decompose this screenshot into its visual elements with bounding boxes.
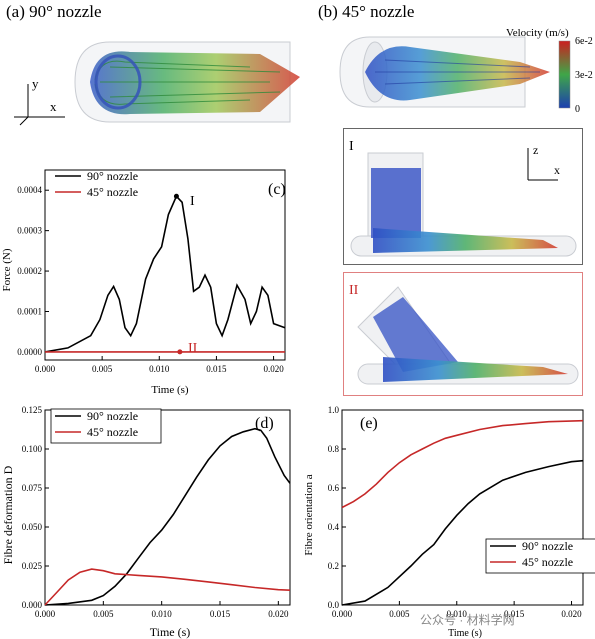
fibre-bundle bbox=[365, 46, 550, 101]
inset-I: I z x bbox=[343, 128, 583, 265]
y-tick-label: 0.0002 bbox=[17, 266, 42, 276]
panel-b-visualization: Velocity (m/s) 6e-2 3e-2 0 bbox=[339, 27, 593, 115]
x-tick-label: 0.015 bbox=[210, 609, 231, 619]
x-tick-label: 0.020 bbox=[263, 364, 284, 374]
legend: 90° nozzle 45° nozzle bbox=[50, 408, 162, 444]
fibre-bundle bbox=[90, 51, 300, 115]
plot-frame bbox=[341, 409, 584, 606]
x-tick-label: 0.010 bbox=[447, 609, 468, 619]
axis-x-label: x bbox=[554, 163, 560, 177]
legend-label: 90° nozzle bbox=[87, 169, 138, 183]
legend-label: 90° nozzle bbox=[522, 539, 573, 553]
fibre-bundle bbox=[373, 297, 568, 382]
x-tick-label: 0.005 bbox=[92, 364, 113, 374]
point-II-marker bbox=[177, 349, 183, 355]
legend-label: 45° nozzle bbox=[522, 555, 573, 569]
y-tick-label: 0.0003 bbox=[17, 226, 42, 236]
chart-c-plot-area: 0.000 0.005 0.010 0.015 0.020 0.0000 0.0001 0.0… bbox=[17, 169, 286, 374]
inset-I-label: I bbox=[349, 139, 354, 154]
y-tick-label: 0.8 bbox=[328, 444, 340, 454]
y-tick-label: 0.050 bbox=[22, 522, 43, 532]
x-tick-label: 0.020 bbox=[268, 609, 289, 619]
chart-e-plot-area: 0.000 0.005 0.010 0.015 0.020 0.0 0.2 0.4 0.6 0.8… bbox=[328, 405, 595, 619]
chart-d-x-axis-label: Time (s) bbox=[150, 625, 191, 639]
x-tick-label: 0.005 bbox=[389, 609, 410, 619]
panel-a-label: (a) 90° nozzle bbox=[6, 2, 102, 21]
chart-c-x-axis-label: Time (s) bbox=[151, 384, 189, 396]
y-tick-label: 1.0 bbox=[328, 405, 340, 415]
y-tick-label: 0.000 bbox=[22, 600, 43, 610]
y-tick-label: 0.075 bbox=[22, 483, 43, 493]
chart-d-y-axis-label: Fibre deformation D bbox=[1, 465, 15, 564]
inset-II-label: II bbox=[349, 283, 359, 298]
series-line-black bbox=[44, 194, 286, 353]
chart-d-plot-area: 0.000 0.005 0.010 0.015 0.020 0.000 0.025 0.050… bbox=[22, 405, 291, 619]
chart-c-y-axis-label: Force (N) bbox=[1, 248, 13, 291]
chart-c-annotation-I: I bbox=[190, 194, 195, 209]
y-tick-label: 0.0000 bbox=[17, 347, 42, 357]
y-tick-label: 0.100 bbox=[22, 444, 43, 454]
legend: 90° nozzle 45° nozzle bbox=[55, 169, 138, 199]
series-line-black bbox=[341, 459, 584, 606]
chart-d: 0.000 0.005 0.010 0.015 0.020 0.000 0.025 0.050… bbox=[1, 405, 291, 639]
x-tick-label: 0.015 bbox=[504, 609, 525, 619]
y-tick-label: 0.125 bbox=[22, 405, 43, 415]
x-tick-label: 0.020 bbox=[561, 609, 582, 619]
watermark: 公众号 · 材料学网 bbox=[420, 613, 515, 627]
chart-e: 0.000 0.005 0.010 0.015 0.020 0.0 0.2 0.4 0.6 0.8… bbox=[303, 405, 595, 639]
colorbar-title: Velocity (m/s) bbox=[506, 27, 569, 39]
y-tick-label: 0.025 bbox=[22, 561, 43, 571]
y-tick-label: 0.0001 bbox=[17, 306, 42, 316]
velocity-colorbar: Velocity (m/s) 6e-2 3e-2 0 bbox=[506, 27, 593, 115]
inset-II: II bbox=[343, 272, 583, 396]
axes-triad-a: y x bbox=[14, 76, 65, 126]
series-line-red bbox=[341, 419, 584, 509]
point-I-marker bbox=[173, 193, 179, 199]
chart-e-x-axis-label: Time (s) bbox=[448, 628, 482, 639]
legend-label: 45° nozzle bbox=[87, 425, 138, 439]
colorbar-tick: 6e-2 bbox=[575, 36, 593, 47]
x-tick-label: 0.000 bbox=[35, 609, 56, 619]
x-tick-label: 0.000 bbox=[35, 364, 56, 374]
series-line-red bbox=[44, 568, 291, 606]
x-tick-label: 0.010 bbox=[152, 609, 173, 619]
plot-frame bbox=[44, 409, 291, 606]
legend-label: 90° nozzle bbox=[87, 409, 138, 423]
chart-d-panel-label: (d) bbox=[255, 415, 274, 432]
chart-e-panel-label: (e) bbox=[360, 415, 378, 432]
x-tick-label: 0.005 bbox=[93, 609, 114, 619]
colorbar-tick: 0 bbox=[575, 104, 580, 115]
chart-c-panel-label: (c) bbox=[268, 181, 286, 198]
y-tick-label: 0.4 bbox=[328, 522, 340, 532]
y-tick-label: 0.0 bbox=[328, 600, 340, 610]
fibre-bundle bbox=[371, 168, 558, 253]
axis-z-label: z bbox=[533, 143, 538, 157]
x-tick-label: 0.000 bbox=[332, 609, 353, 619]
axis-y-label: y bbox=[32, 76, 39, 91]
colorbar-tick: 3e-2 bbox=[575, 70, 593, 81]
axis-x-label: x bbox=[50, 99, 57, 114]
x-tick-label: 0.010 bbox=[149, 364, 170, 374]
plot-frame bbox=[44, 169, 286, 361]
series-line-black bbox=[44, 427, 291, 606]
panel-b-label: (b) 45° nozzle bbox=[318, 2, 415, 21]
panel-a-visualization: y x bbox=[14, 41, 300, 126]
x-tick-label: 0.015 bbox=[206, 364, 227, 374]
legend-label: 45° nozzle bbox=[87, 185, 138, 199]
chart-c-annotation-II: II bbox=[188, 341, 198, 356]
y-tick-label: 0.0004 bbox=[17, 185, 42, 195]
y-tick-label: 0.6 bbox=[328, 483, 340, 493]
axes-triad-I: z x bbox=[527, 143, 560, 181]
y-tick-label: 0.2 bbox=[328, 561, 339, 571]
chart-c: 0.000 0.005 0.010 0.015 0.020 0.0000 0.0001 0.0… bbox=[1, 169, 286, 396]
chart-e-y-axis-label: Fibre orientation a bbox=[303, 474, 315, 555]
legend: 90° nozzle 45° nozzle bbox=[485, 538, 595, 574]
